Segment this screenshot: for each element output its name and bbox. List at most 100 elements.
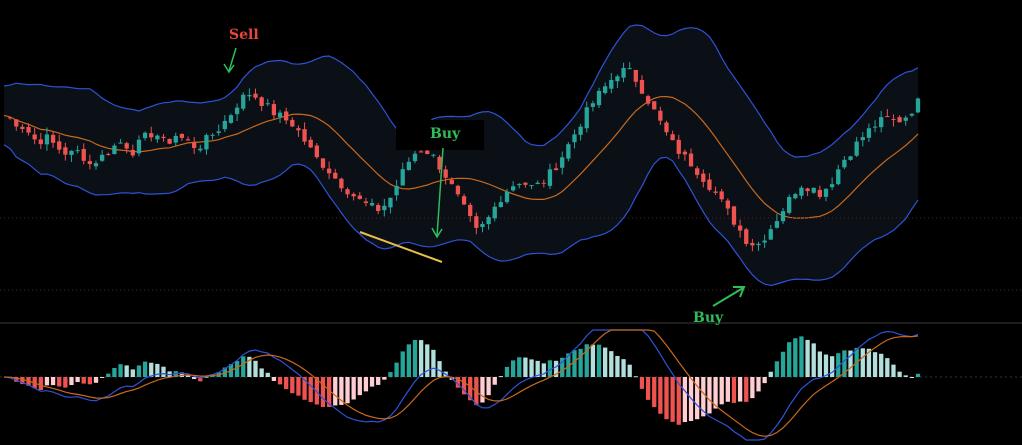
- candle: [621, 62, 626, 83]
- candle-body: [351, 193, 356, 197]
- candle-body: [437, 156, 442, 170]
- macd-histogram-bar: [314, 377, 319, 405]
- candle: [713, 186, 718, 195]
- macd-histogram-bar: [345, 377, 350, 404]
- macd-histogram-bar: [106, 373, 111, 377]
- candle-body: [106, 153, 111, 155]
- candle: [290, 117, 295, 128]
- macd-histogram-bar: [437, 361, 442, 377]
- macd-histogram-bar: [566, 353, 571, 377]
- candle-body: [382, 205, 387, 211]
- candle: [149, 126, 154, 142]
- candle: [719, 188, 724, 203]
- candle: [688, 148, 694, 167]
- macd-histogram-bar: [774, 361, 780, 377]
- candle: [210, 133, 215, 140]
- macd-histogram-bar: [38, 377, 43, 391]
- macd-histogram-bar: [829, 356, 835, 377]
- macd-histogram-bar: [382, 377, 387, 380]
- candle-body: [713, 191, 718, 193]
- candle-body: [14, 119, 19, 127]
- candle-body: [517, 183, 522, 186]
- candle-body: [376, 205, 381, 212]
- candle: [185, 136, 191, 141]
- macd-histogram-bar: [222, 367, 227, 377]
- candle-body: [541, 182, 546, 184]
- candle: [676, 134, 681, 159]
- candle: [535, 180, 540, 185]
- macd-histogram-bar: [707, 377, 712, 414]
- candle-body: [762, 240, 767, 243]
- candle: [394, 179, 399, 201]
- candle-body: [32, 134, 37, 140]
- macd-histogram-bar: [320, 377, 326, 408]
- macd-histogram-bar: [719, 377, 724, 405]
- candle-body: [394, 185, 399, 196]
- macd-histogram-bar: [75, 377, 80, 383]
- candle: [333, 168, 338, 179]
- candle-body: [756, 243, 761, 246]
- candle-body: [725, 200, 730, 209]
- candle: [204, 133, 209, 155]
- candle-body: [817, 189, 822, 197]
- macd-histogram-bar: [400, 351, 405, 377]
- macd-histogram-bar: [645, 377, 651, 400]
- macd-histogram-bar: [879, 353, 884, 377]
- candle: [320, 158, 326, 171]
- macd-histogram-bar: [744, 377, 749, 402]
- candle: [449, 177, 454, 185]
- macd-histogram-bar: [541, 363, 546, 377]
- candle: [167, 138, 172, 145]
- candle-body: [627, 68, 632, 70]
- macd-histogram-bar: [253, 360, 258, 377]
- candle: [406, 157, 412, 171]
- candle-body: [345, 189, 350, 195]
- candle-body: [412, 153, 418, 162]
- macd-histogram-bar: [57, 377, 62, 387]
- candle: [891, 114, 896, 127]
- candle-body: [645, 96, 651, 104]
- candle-body: [891, 118, 896, 120]
- macd-histogram-bar: [498, 376, 504, 378]
- macd-histogram-bar: [284, 377, 289, 390]
- candle: [357, 191, 362, 200]
- macd-histogram-bar: [909, 377, 915, 378]
- candle-body: [492, 206, 497, 219]
- candle: [155, 134, 160, 143]
- candle: [854, 136, 859, 158]
- macd-histogram-bar: [682, 377, 688, 423]
- candle-body: [204, 135, 209, 150]
- macd-histogram-bar: [351, 377, 356, 400]
- macd-histogram-bar: [725, 377, 730, 402]
- candle-body: [210, 134, 215, 136]
- candle-body: [81, 148, 86, 161]
- candle-body: [547, 169, 553, 186]
- macd-histogram-bar: [891, 364, 896, 377]
- candle-body: [443, 169, 448, 178]
- macd-histogram-bar: [155, 363, 160, 377]
- candle-body: [93, 163, 99, 167]
- macd-histogram-bar: [529, 359, 534, 377]
- candle: [284, 107, 289, 125]
- candle-body: [498, 202, 504, 207]
- macd-histogram-bar: [590, 344, 596, 377]
- candle-body: [639, 79, 645, 94]
- macd-histogram-bar: [418, 340, 424, 377]
- candle: [50, 131, 56, 148]
- candle: [664, 120, 669, 136]
- macd-histogram-bar: [823, 354, 829, 377]
- candle-body: [609, 79, 614, 89]
- candle: [744, 227, 749, 247]
- candle-body: [149, 133, 154, 138]
- candle-body: [185, 139, 191, 141]
- macd-histogram-bar: [836, 353, 841, 377]
- candle: [81, 143, 86, 165]
- candle-body: [731, 206, 737, 225]
- candle: [860, 131, 865, 147]
- candle-body: [603, 86, 608, 93]
- candle: [756, 241, 761, 251]
- candle-body: [652, 101, 657, 110]
- candle-body: [112, 145, 117, 155]
- candle-body: [688, 153, 694, 167]
- support-trend-line: [359, 231, 443, 263]
